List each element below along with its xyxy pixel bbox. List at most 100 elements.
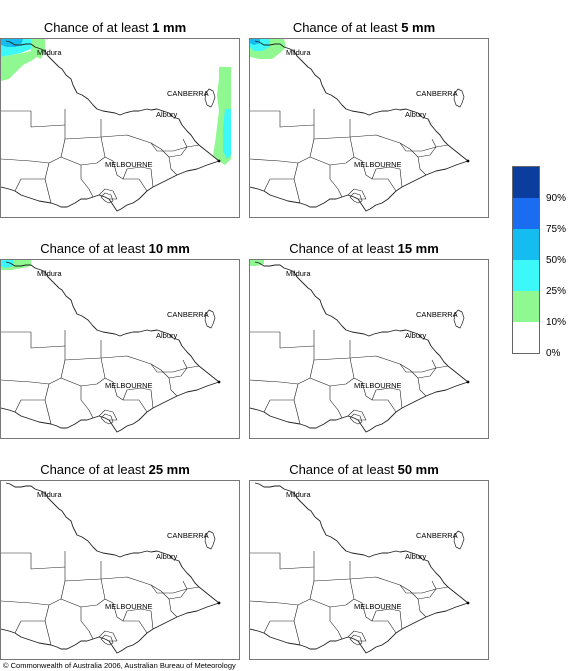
district-boundary: [435, 365, 449, 369]
victoria-map-svg: Mildura CANBERRA Albury MELBOURNE: [250, 482, 470, 654]
victoria-map-svg: Mildura CANBERRA Albury MELBOURNE: [1, 482, 221, 654]
state-border-river: [254, 261, 469, 383]
district-boundary: [1, 379, 50, 385]
district-boundary: [250, 600, 299, 606]
place-label-albury: Albury: [156, 331, 178, 340]
district-boundary: [14, 620, 45, 634]
map-25mm: Mildura CANBERRA Albury MELBOURNE: [0, 480, 240, 660]
map-15mm: Mildura CANBERRA Albury MELBOURNE: [249, 259, 489, 439]
district-boundary: [64, 330, 102, 361]
district-boundary: [80, 607, 94, 640]
map-1mm: Mildura CANBERRA Albury MELBOURNE: [0, 38, 240, 218]
victoria-map-svg: Mildura CANBERRA Albury MELBOURNE: [250, 260, 470, 433]
district-boundary: [186, 365, 200, 369]
district-boundary: [371, 608, 403, 630]
district-boundary: [347, 630, 367, 642]
place-label-mildura: Mildura: [37, 269, 62, 278]
place-label-albury: Albury: [156, 110, 178, 119]
probability-legend: [512, 166, 540, 354]
rain-probability-area: [1, 260, 13, 268]
district-boundary: [349, 355, 437, 373]
place-label-melbourne: MELBOURNE: [354, 602, 402, 611]
district-boundary: [250, 110, 315, 128]
district-boundary: [98, 630, 118, 642]
map-10mm: Mildura CANBERRA Albury MELBOURNE: [0, 259, 240, 439]
district-boundary: [64, 109, 102, 140]
place-label-canberra: CANBERRA: [167, 89, 209, 98]
district-boundary: [329, 607, 343, 640]
gabo-island-marker: [466, 159, 470, 163]
district-boundary: [98, 409, 118, 421]
district-boundary: [64, 551, 102, 582]
port-phillip-bay: [100, 634, 114, 646]
district-boundary: [293, 359, 315, 425]
place-label-canberra: CANBERRA: [416, 89, 458, 98]
district-boundary: [347, 188, 367, 200]
panel-title-10mm: Chance of at least 10 mm: [40, 241, 190, 256]
legend-swatch-10: [513, 291, 539, 322]
gabo-island-marker: [466, 380, 470, 384]
place-label-mildura: Mildura: [286, 269, 311, 278]
district-boundary: [122, 166, 154, 188]
rain-probability-area: [250, 39, 260, 45]
district-boundary: [1, 600, 50, 606]
district-boundary: [293, 580, 315, 646]
rain-probability-area: [250, 260, 264, 266]
state-border-river: [254, 482, 469, 604]
district-boundary: [250, 379, 299, 385]
district-boundary: [100, 355, 188, 373]
district-boundary: [60, 377, 106, 387]
act-boundary: [204, 530, 216, 550]
district-boundary: [349, 576, 437, 594]
district-boundary: [168, 156, 178, 176]
district-boundary: [80, 165, 94, 198]
place-label-melbourne: MELBOURNE: [105, 381, 153, 390]
legend-label-50: 50%: [546, 255, 567, 266]
act-boundary: [204, 88, 216, 108]
victoria-map-svg: Mildura CANBERRA Albury MELBOURNE: [1, 260, 221, 433]
panel-title-5mm: Chance of at least 5 mm: [292, 20, 436, 35]
place-label-albury: Albury: [405, 110, 427, 119]
legend-swatch-25: [513, 260, 539, 291]
legend-swatch-90: [513, 167, 539, 198]
district-boundary: [399, 580, 437, 600]
district-boundary: [150, 359, 188, 379]
district-boundary: [1, 158, 50, 164]
district-boundary: [435, 144, 449, 148]
district-boundary: [1, 331, 66, 349]
district-boundary: [309, 598, 355, 608]
district-boundary: [263, 399, 294, 413]
legend-label-75: 75%: [546, 224, 567, 235]
place-label-canberra: CANBERRA: [167, 531, 209, 540]
district-boundary: [186, 586, 200, 590]
district-boundary: [1, 110, 66, 128]
place-label-melbourne: MELBOURNE: [105, 160, 153, 169]
legend-swatch-50: [513, 229, 539, 260]
place-label-mildura: Mildura: [37, 490, 62, 499]
district-boundary: [263, 178, 294, 192]
rain-probability-area: [223, 109, 231, 159]
map-50mm: Mildura CANBERRA Albury MELBOURNE: [249, 480, 489, 660]
district-boundary: [98, 188, 118, 200]
district-boundary: [44, 359, 66, 425]
legend-label-0: 0%: [546, 348, 561, 359]
legend-swatch-0: [513, 322, 539, 353]
district-boundary: [100, 134, 188, 152]
panel-title-50mm: Chance of at least 50 mm: [289, 462, 439, 477]
district-boundary: [14, 399, 45, 413]
port-phillip-bay: [349, 192, 363, 204]
state-border-river: [5, 261, 220, 383]
port-phillip-bay: [100, 413, 114, 425]
state-border-river: [5, 482, 220, 604]
victoria-map-svg: Mildura CANBERRA Albury MELBOURNE: [250, 39, 470, 212]
district-boundary: [309, 156, 355, 166]
district-boundary: [417, 598, 427, 618]
place-label-mildura: Mildura: [37, 48, 62, 57]
map-5mm: Mildura CANBERRA Albury MELBOURNE: [249, 38, 489, 218]
district-boundary: [44, 138, 66, 204]
district-boundary: [100, 576, 188, 594]
act-boundary: [453, 530, 465, 550]
legend-swatch-75: [513, 198, 539, 229]
district-boundary: [186, 144, 200, 148]
district-boundary: [313, 330, 351, 361]
